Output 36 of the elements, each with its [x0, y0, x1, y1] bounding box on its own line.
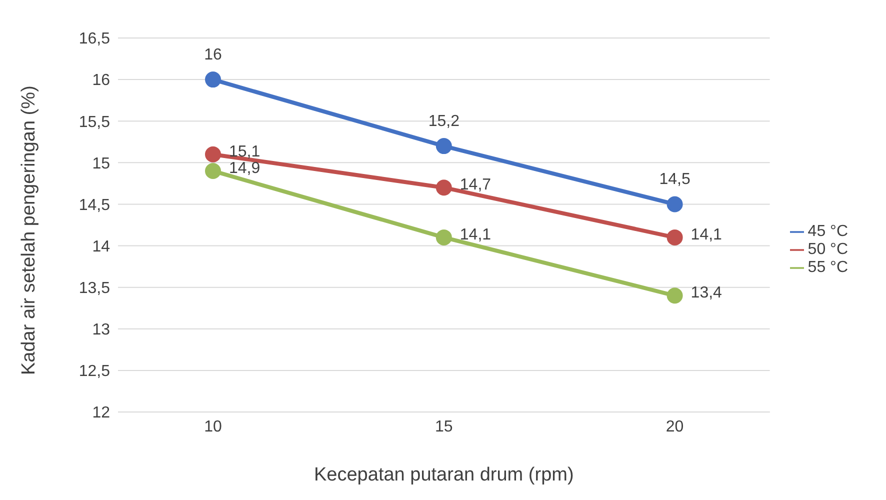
point	[436, 138, 452, 154]
y-tick-label: 14	[92, 238, 110, 256]
data-label: 15,2	[428, 113, 460, 130]
y-tick-label: 15,5	[78, 114, 110, 131]
point	[666, 196, 683, 212]
point	[205, 146, 221, 162]
point	[205, 72, 221, 88]
y-tick-label: 16,5	[78, 30, 110, 48]
data-label: 14,9	[229, 160, 260, 177]
y-tick-label: 14,5	[78, 196, 110, 214]
point	[205, 162, 221, 179]
y-tick-label: 12,5	[78, 363, 110, 380]
y-tick-label: 13	[92, 322, 110, 339]
data-label: 14,1	[460, 226, 492, 244]
x-axis-title: Kecepatan putaran drum (rpm)	[314, 464, 574, 486]
point	[666, 288, 683, 304]
data-label: 13,4	[690, 284, 722, 302]
data-label: 14,7	[460, 176, 492, 194]
y-tick-label: 15	[92, 155, 110, 172]
point	[436, 180, 452, 196]
y-axis-title: Kadar air setelah pengeringan (%)	[18, 86, 40, 375]
y-tick-label: 13,5	[78, 280, 110, 298]
data-label: 14,5	[659, 171, 690, 188]
y-tick-label: 12	[92, 404, 110, 422]
x-tick-label: 10	[204, 418, 222, 436]
data-label: 15,1	[229, 143, 260, 160]
legend-label: 50 °C	[808, 241, 848, 258]
legend-label: 55 °C	[808, 259, 848, 276]
data-label: 16	[204, 46, 222, 64]
x-tick-label: 20	[666, 418, 684, 436]
y-tick-label: 16	[92, 72, 110, 90]
point	[436, 229, 452, 246]
x-tick-label: 15	[435, 418, 453, 436]
point	[666, 229, 683, 246]
data-label: 14,1	[690, 226, 722, 244]
legend-label: 45 °C	[808, 223, 848, 240]
